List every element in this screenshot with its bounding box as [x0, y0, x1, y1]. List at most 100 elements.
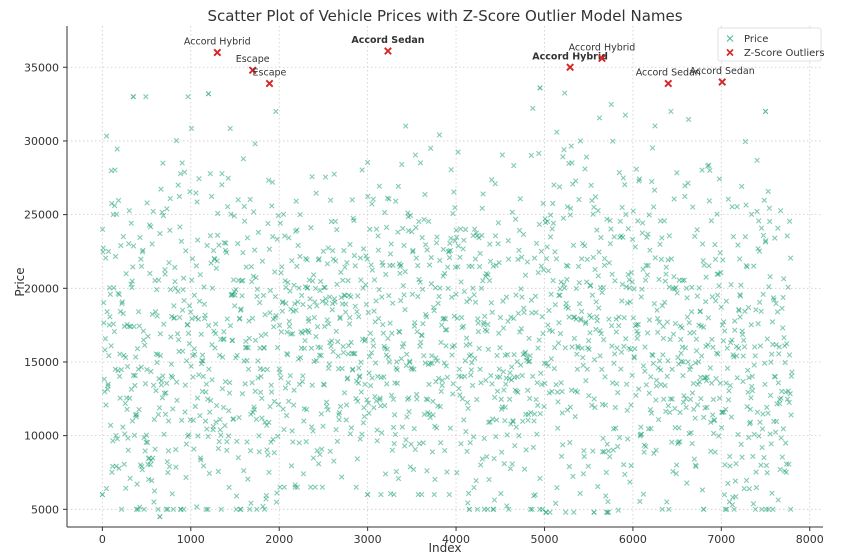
price-point	[144, 366, 150, 373]
price-point	[166, 463, 173, 470]
price-point	[181, 297, 187, 304]
price-point	[595, 208, 601, 214]
price-point	[612, 404, 619, 411]
price-point	[354, 456, 361, 462]
price-point	[390, 396, 397, 402]
price-point	[619, 281, 626, 287]
price-point	[116, 373, 123, 379]
price-point	[319, 484, 326, 490]
price-point	[364, 491, 371, 498]
price-point	[780, 294, 786, 301]
price-point	[175, 182, 181, 188]
price-point	[501, 387, 507, 393]
price-point	[399, 424, 405, 430]
price-point	[472, 299, 479, 305]
price-point	[194, 504, 200, 510]
price-point	[710, 344, 716, 351]
price-point	[357, 373, 363, 379]
price-point	[612, 351, 618, 357]
price-point	[104, 309, 110, 315]
price-point	[190, 374, 196, 380]
price-point	[469, 382, 476, 389]
price-point	[625, 271, 631, 278]
price-point	[580, 354, 586, 361]
price-point	[722, 462, 728, 468]
price-point	[314, 447, 320, 454]
price-point	[280, 299, 286, 305]
price-point	[533, 396, 539, 403]
price-point	[239, 293, 245, 299]
price-point	[612, 278, 618, 284]
price-point	[167, 195, 173, 202]
price-point	[499, 449, 505, 455]
price-point	[477, 462, 484, 468]
price-point	[264, 366, 270, 373]
price-point	[153, 351, 159, 357]
price-point	[548, 291, 554, 298]
price-point	[485, 272, 491, 278]
price-point	[135, 308, 142, 315]
price-point	[175, 337, 182, 343]
price-point	[776, 344, 782, 350]
price-point	[239, 391, 246, 397]
price-point	[756, 248, 763, 254]
price-point	[656, 276, 662, 283]
price-point	[748, 395, 754, 401]
price-point	[454, 315, 461, 321]
y-tick-label: 35000	[24, 61, 59, 74]
price-point	[105, 248, 112, 255]
price-point	[261, 506, 268, 513]
price-point	[712, 449, 718, 455]
price-point	[786, 399, 792, 406]
price-point	[750, 453, 756, 460]
price-point	[696, 285, 702, 291]
price-point	[274, 236, 280, 242]
price-point	[414, 329, 420, 335]
price-point	[650, 360, 656, 367]
price-point	[605, 499, 611, 505]
price-point	[561, 146, 567, 153]
price-point	[212, 256, 218, 262]
price-point	[744, 264, 750, 270]
price-point	[573, 178, 579, 184]
price-point	[687, 330, 693, 336]
price-point	[701, 262, 707, 268]
price-point	[226, 390, 233, 396]
price-point	[440, 273, 446, 279]
price-point	[407, 464, 413, 470]
price-point	[377, 397, 383, 403]
price-point	[374, 438, 380, 444]
price-point	[602, 402, 609, 408]
price-point	[129, 278, 135, 284]
price-point	[463, 342, 469, 348]
price-point	[606, 454, 613, 460]
price-point	[266, 246, 273, 252]
price-point	[661, 299, 668, 306]
price-point	[527, 506, 534, 513]
price-point	[653, 383, 660, 389]
price-point	[631, 355, 638, 361]
price-point	[765, 410, 771, 416]
price-point	[381, 209, 388, 216]
price-point	[783, 469, 789, 475]
price-point	[385, 354, 392, 360]
price-point	[224, 447, 230, 453]
price-point	[554, 389, 561, 395]
price-point	[489, 309, 495, 316]
price-point	[531, 255, 538, 261]
price-point	[191, 292, 198, 298]
price-point	[644, 272, 650, 278]
price-point	[177, 170, 184, 177]
price-point	[553, 381, 559, 388]
price-point	[707, 167, 713, 174]
price-point	[408, 441, 414, 447]
price-point	[694, 402, 701, 408]
price-point	[399, 344, 406, 350]
price-point	[642, 344, 648, 350]
price-point	[254, 293, 260, 300]
price-point	[428, 281, 435, 287]
price-point	[259, 395, 265, 401]
price-point	[578, 256, 585, 262]
price-point	[412, 152, 419, 158]
